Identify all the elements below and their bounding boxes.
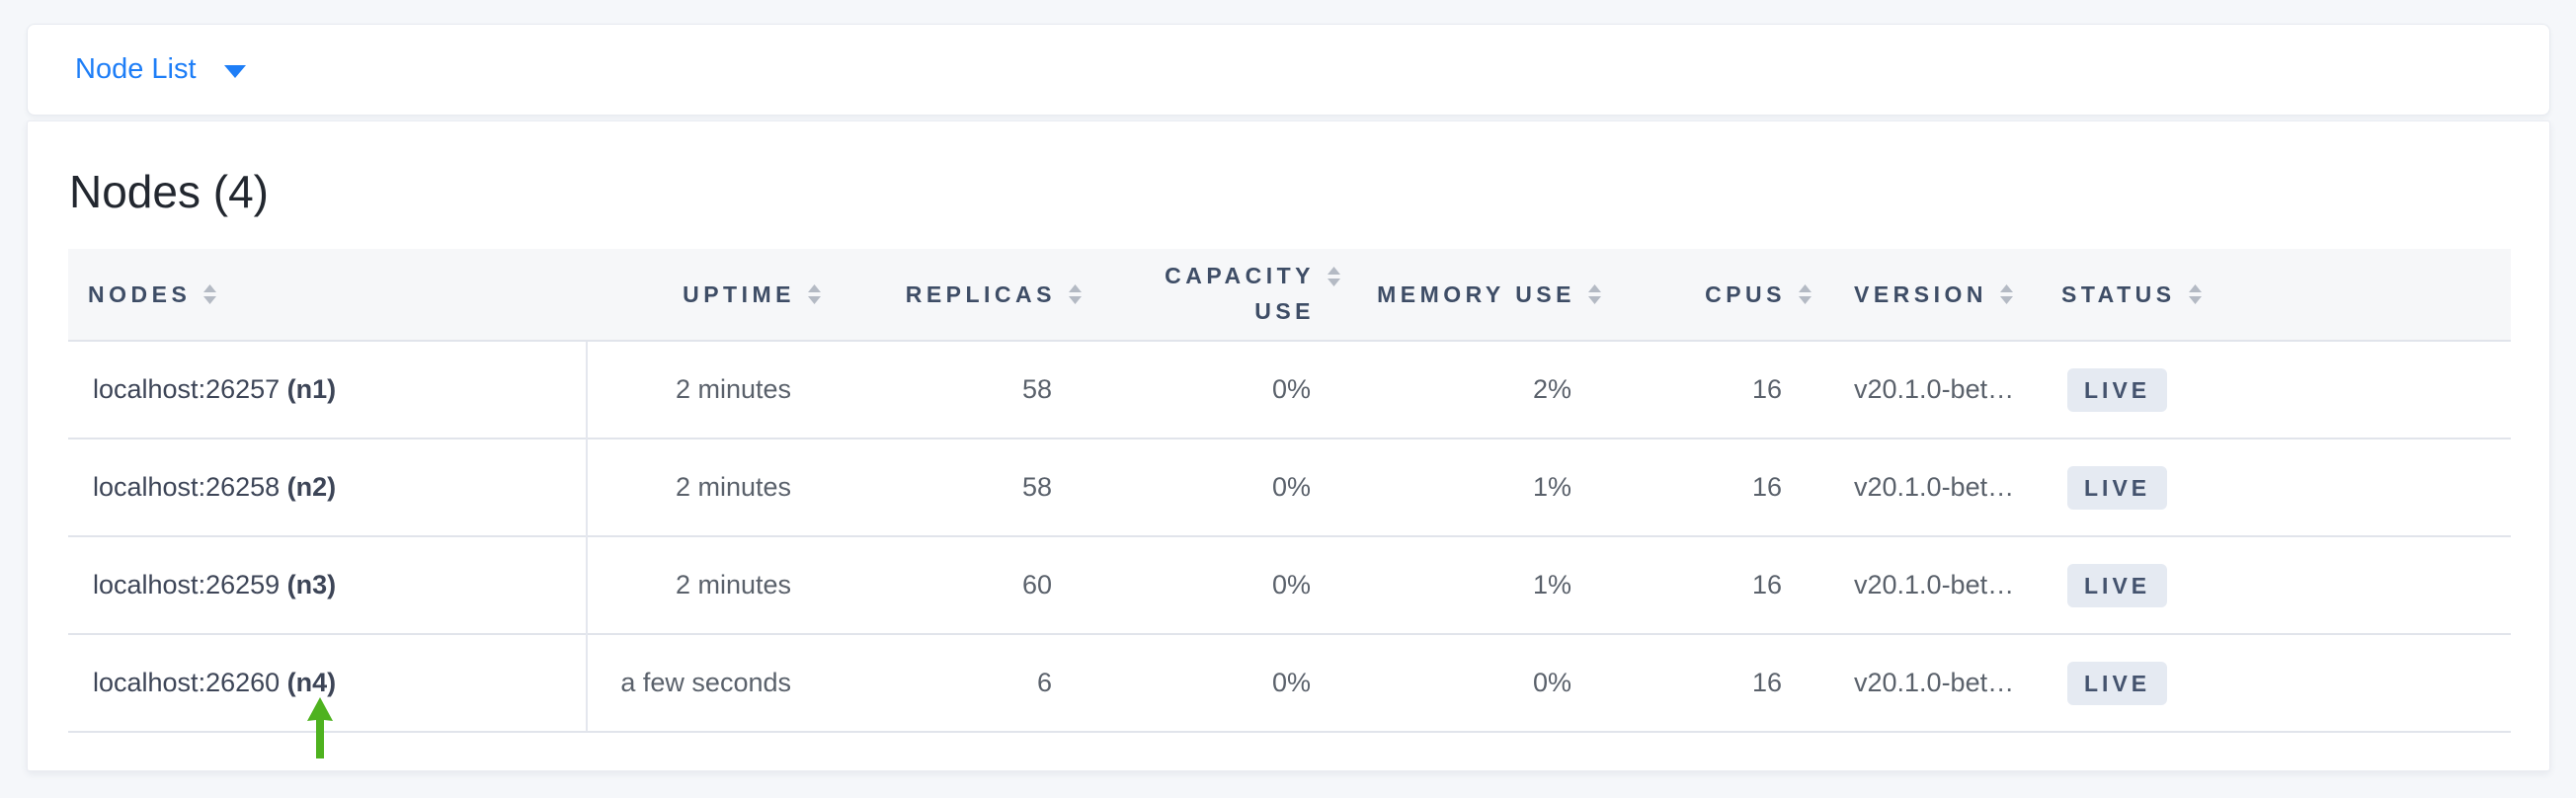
column-header-uptime[interactable]: UPTIME: [587, 249, 823, 342]
node-address-cell: localhost:26258 (n2): [68, 438, 588, 536]
nodes-card: Nodes (4) NODES UPTIME REPLICAS CAPACITY…: [27, 120, 2550, 771]
memory-use-cell: 0%: [1342, 633, 1603, 733]
sort-icon: [203, 284, 217, 304]
replicas-cell: 58: [823, 438, 1084, 536]
table-row[interactable]: localhost:26259 (n3) 2 minutes 60 0% 1% …: [68, 535, 2511, 634]
column-header-nodes[interactable]: NODES: [68, 249, 587, 342]
sort-icon: [2000, 284, 2014, 304]
column-header-status[interactable]: STATUS: [2036, 249, 2511, 342]
sort-icon: [1588, 284, 1601, 304]
sort-icon: [1069, 284, 1082, 304]
table-body: localhost:26257 (n1) 2 minutes 58 0% 2% …: [68, 340, 2511, 733]
nodes-table: NODES UPTIME REPLICAS CAPACITY USE MEMOR…: [68, 249, 2511, 733]
column-header-version[interactable]: VERSION: [1813, 249, 2036, 342]
memory-use-cell: 1%: [1342, 535, 1603, 634]
table-header-row: NODES UPTIME REPLICAS CAPACITY USE MEMOR…: [68, 249, 2511, 342]
pointer-arrow-icon: [307, 697, 333, 758]
node-address: localhost:26260: [93, 668, 281, 697]
column-header-cpus[interactable]: CPUS: [1603, 249, 1813, 342]
status-cell: LIVE: [2036, 633, 2511, 733]
status-cell: LIVE: [2036, 340, 2511, 439]
node-address: localhost:26257: [93, 374, 281, 404]
memory-use-cell: 2%: [1342, 340, 1603, 439]
node-name: (n3): [286, 570, 337, 599]
column-header-memory-use[interactable]: MEMORY USE: [1342, 249, 1603, 342]
version-cell: v20.1.0-bet…: [1813, 340, 2036, 439]
table-row[interactable]: localhost:26257 (n1) 2 minutes 58 0% 2% …: [68, 340, 2511, 439]
node-address-cell: localhost:26260 (n4): [68, 633, 588, 733]
column-header-capacity-use[interactable]: CAPACITY USE: [1084, 249, 1342, 342]
capacity-use-cell: 0%: [1084, 535, 1342, 634]
replicas-cell: 58: [823, 340, 1084, 439]
uptime-cell: 2 minutes: [587, 340, 823, 439]
uptime-cell: a few seconds: [587, 633, 823, 733]
status-cell: LIVE: [2036, 535, 2511, 634]
cpus-cell: 16: [1603, 438, 1813, 536]
sort-icon: [1328, 267, 1340, 287]
memory-use-cell: 1%: [1342, 438, 1603, 536]
capacity-use-cell: 0%: [1084, 340, 1342, 439]
replicas-cell: 6: [823, 633, 1084, 733]
uptime-cell: 2 minutes: [587, 535, 823, 634]
uptime-cell: 2 minutes: [587, 438, 823, 536]
table-row[interactable]: localhost:26258 (n2) 2 minutes 58 0% 1% …: [68, 438, 2511, 536]
cpus-cell: 16: [1603, 535, 1813, 634]
table-row[interactable]: localhost:26260 (n4) a few seconds 6 0% …: [68, 633, 2511, 733]
node-list-dropdown[interactable]: Node List: [75, 55, 246, 84]
status-cell: LIVE: [2036, 438, 2511, 536]
status-badge: LIVE: [2067, 661, 2168, 705]
node-list-dropdown-label: Node List: [75, 53, 197, 85]
node-address-cell: localhost:26257 (n1): [68, 340, 588, 439]
node-address-cell: localhost:26259 (n3): [68, 535, 588, 634]
node-address: localhost:26258: [93, 472, 281, 502]
capacity-use-cell: 0%: [1084, 438, 1342, 536]
status-badge: LIVE: [2067, 367, 2168, 412]
replicas-cell: 60: [823, 535, 1084, 634]
node-address: localhost:26259: [93, 570, 281, 599]
page-title: Nodes (4): [69, 166, 269, 217]
column-header-replicas[interactable]: REPLICAS: [823, 249, 1084, 342]
version-cell: v20.1.0-bet…: [1813, 633, 2036, 733]
version-cell: v20.1.0-bet…: [1813, 535, 2036, 634]
view-selector-bar: Node List: [27, 24, 2550, 116]
sort-icon: [1799, 284, 1811, 304]
sort-icon: [2188, 284, 2202, 304]
node-name: (n1): [286, 374, 337, 404]
status-badge: LIVE: [2067, 563, 2168, 607]
node-name: (n2): [286, 472, 337, 502]
cpus-cell: 16: [1603, 340, 1813, 439]
status-badge: LIVE: [2067, 465, 2168, 510]
cpus-cell: 16: [1603, 633, 1813, 733]
version-cell: v20.1.0-bet…: [1813, 438, 2036, 536]
node-name: (n4): [286, 668, 337, 697]
sort-icon: [808, 284, 821, 304]
chevron-down-icon: [223, 64, 246, 78]
capacity-use-cell: 0%: [1084, 633, 1342, 733]
